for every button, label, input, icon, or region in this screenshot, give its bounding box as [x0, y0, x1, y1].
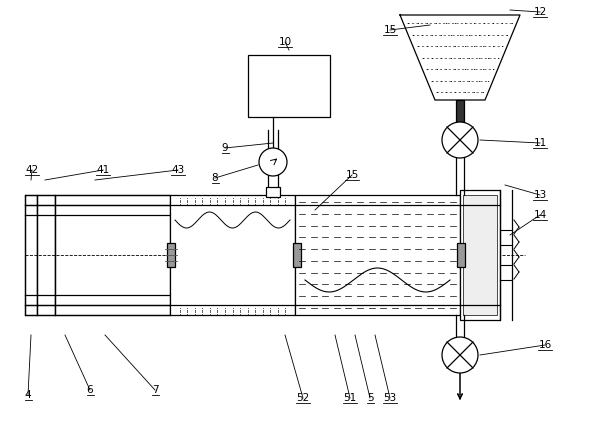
- Text: 15: 15: [345, 170, 359, 180]
- Text: 16: 16: [538, 340, 551, 350]
- Text: 51: 51: [343, 393, 356, 403]
- Bar: [293, 243, 301, 267]
- Text: 7: 7: [152, 385, 158, 395]
- Bar: [25, 195, 37, 315]
- Text: 4: 4: [25, 390, 31, 400]
- Bar: [248, 55, 330, 117]
- Circle shape: [442, 122, 478, 158]
- Text: 9: 9: [222, 143, 228, 153]
- Text: 13: 13: [533, 190, 547, 200]
- Text: 5: 5: [366, 393, 374, 403]
- Text: 43: 43: [171, 165, 184, 175]
- Bar: [37, 195, 55, 315]
- Text: 10: 10: [278, 37, 291, 47]
- Text: 12: 12: [533, 7, 547, 17]
- Bar: [456, 100, 464, 122]
- Text: 52: 52: [296, 393, 310, 403]
- Bar: [295, 195, 460, 315]
- Circle shape: [442, 337, 478, 373]
- Bar: [460, 190, 500, 320]
- Text: 8: 8: [212, 173, 218, 183]
- Bar: [167, 243, 175, 267]
- Circle shape: [259, 148, 287, 176]
- Text: 11: 11: [533, 138, 547, 148]
- Text: 15: 15: [384, 25, 397, 35]
- Bar: [457, 243, 465, 267]
- Bar: [463, 195, 497, 315]
- Text: 53: 53: [384, 393, 397, 403]
- Text: 42: 42: [25, 165, 38, 175]
- Text: 14: 14: [533, 210, 547, 220]
- Text: 41: 41: [96, 165, 109, 175]
- Text: 6: 6: [87, 385, 93, 395]
- Bar: [266, 187, 280, 197]
- Bar: [170, 195, 295, 315]
- Bar: [55, 195, 170, 315]
